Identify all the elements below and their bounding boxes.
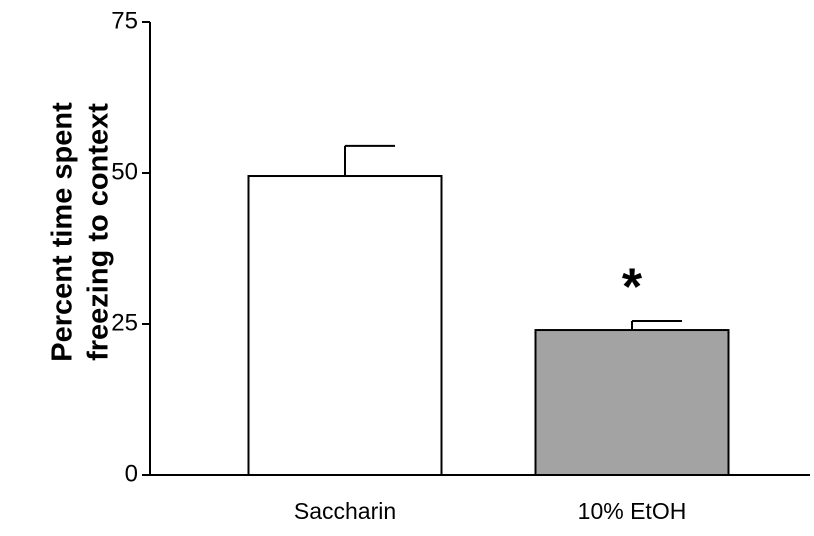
annotation: * <box>622 259 643 317</box>
y-tick-label: 50 <box>111 158 138 185</box>
y-axis-title-line: Percent time spent <box>47 102 79 362</box>
y-tick-label: 75 <box>111 7 138 34</box>
y-tick-label: 0 <box>125 460 138 487</box>
x-tick-label: Saccharin <box>294 498 396 524</box>
y-axis-title-line: freezing to context <box>83 103 115 361</box>
y-tick-label: 25 <box>111 309 138 336</box>
y-axis-title: Percent time spent freezing to context <box>47 102 115 362</box>
bar <box>534 329 730 477</box>
x-tick-label: 10% EtOH <box>578 498 687 524</box>
bar <box>247 175 443 477</box>
